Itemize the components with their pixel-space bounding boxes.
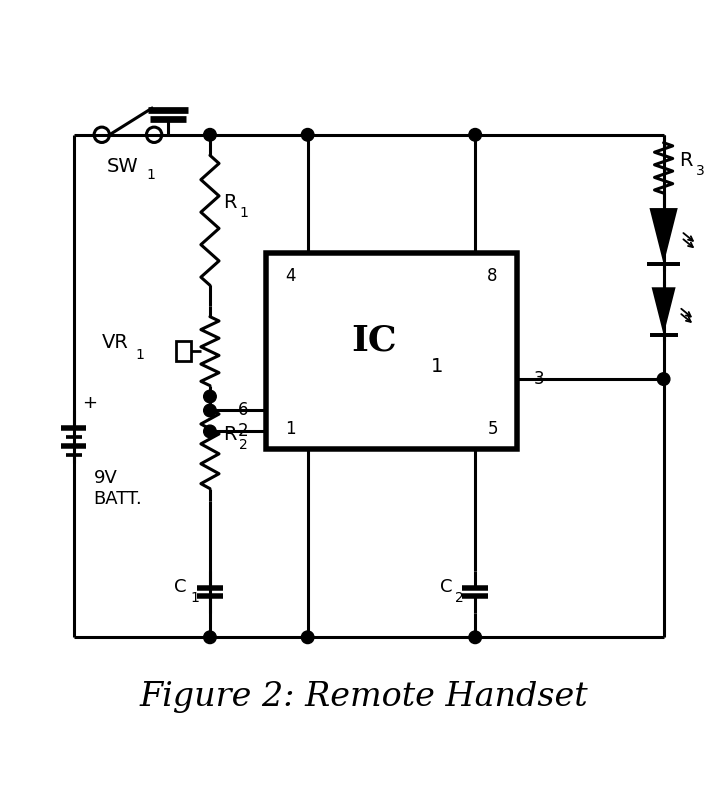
Bar [176, 342, 191, 361]
Text: 2: 2 [239, 438, 248, 452]
Circle shape [302, 129, 314, 141]
Text: 1: 1 [190, 590, 199, 605]
Circle shape [204, 404, 216, 417]
Text: C: C [440, 578, 452, 596]
Circle shape [204, 631, 216, 643]
Circle shape [302, 631, 314, 643]
Text: 1: 1 [239, 206, 248, 220]
Text: 1: 1 [146, 168, 155, 182]
Circle shape [204, 129, 216, 141]
Bar [266, 254, 517, 449]
Text: VR: VR [103, 334, 129, 352]
Text: 1: 1 [285, 420, 296, 438]
Text: 1: 1 [136, 348, 145, 362]
Circle shape [204, 390, 216, 402]
Text: 3: 3 [534, 370, 545, 388]
Polygon shape [649, 208, 678, 264]
Text: R: R [222, 194, 236, 212]
Text: 8: 8 [487, 266, 498, 285]
Text: R: R [679, 151, 693, 170]
Circle shape [469, 631, 481, 643]
Text: 2: 2 [455, 590, 464, 605]
Text: C: C [174, 578, 187, 596]
Circle shape [469, 129, 481, 141]
Text: 1: 1 [430, 357, 443, 376]
Text: 9V: 9V [93, 469, 117, 487]
Text: IC: IC [351, 324, 397, 358]
Circle shape [204, 425, 216, 438]
Circle shape [657, 373, 670, 386]
Text: 6: 6 [238, 402, 249, 419]
Polygon shape [651, 287, 675, 334]
Text: 2: 2 [238, 422, 249, 441]
Text: +: + [81, 394, 97, 413]
Text: Figure 2: Remote Handset: Figure 2: Remote Handset [139, 681, 588, 713]
Text: 4: 4 [285, 266, 295, 285]
Text: BATT.: BATT. [93, 490, 142, 508]
Text: R: R [222, 426, 236, 444]
Text: SW: SW [107, 157, 139, 176]
Text: 3: 3 [696, 165, 704, 178]
Text: 5: 5 [487, 420, 498, 438]
